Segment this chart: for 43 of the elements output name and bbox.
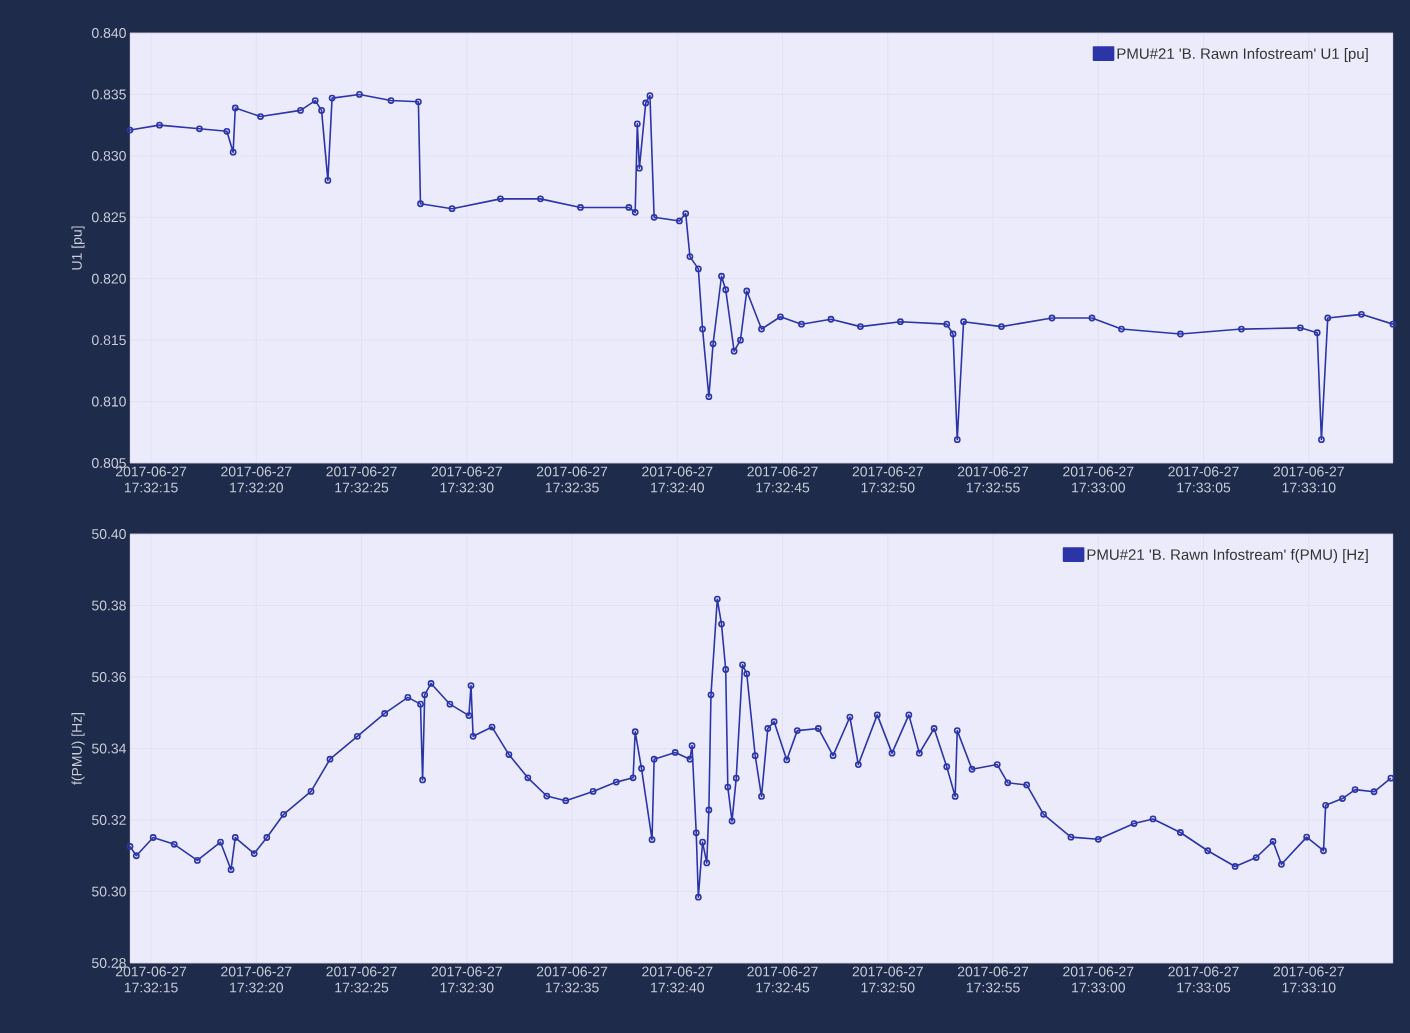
- y-tick-label: 0.835: [91, 89, 126, 100]
- x-tick-label: 2017-06-27 17:32:55: [957, 966, 1029, 993]
- y-tick-label: 0.825: [91, 212, 126, 223]
- legend-label: PMU#21 'B. Rawn Infostream' f(PMU) [Hz]: [1087, 548, 1368, 563]
- y-axis-title: U1 [pu]: [71, 226, 85, 270]
- x-tick-label: 2017-06-27 17:32:15: [115, 466, 187, 493]
- y-tick-label: 0.815: [91, 335, 126, 346]
- y-tick-label: 0.810: [91, 396, 126, 407]
- y-tick-label: 0.820: [91, 273, 126, 284]
- x-tick-label: 2017-06-27 17:33:10: [1273, 966, 1344, 993]
- y-tick-label: 50.30: [92, 886, 126, 897]
- x-tick-label: 2017-06-27 17:32:40: [642, 966, 713, 993]
- y-tick-label: 50.36: [92, 672, 126, 682]
- y-tick-label: 50.34: [92, 743, 127, 754]
- y-tick-label: 50.40: [92, 529, 126, 539]
- legend-label: PMU#21 'B. Rawn Infostream' U1 [pu]: [1117, 47, 1368, 62]
- y-tick-label: 0.830: [91, 150, 126, 161]
- x-tick-label: 2017-06-27 17:32:35: [536, 966, 608, 993]
- x-tick-label: 2017-06-27 17:33:10: [1273, 466, 1344, 493]
- x-tick-label: 2017-06-27 17:32:30: [431, 966, 502, 993]
- x-tick-label: 2017-06-27 17:32:45: [747, 466, 818, 493]
- y-axis-title: f(PMU) [Hz]: [71, 712, 85, 785]
- x-tick-label: 2017-06-27 17:32:35: [536, 466, 608, 493]
- x-tick-label: 2017-06-27 17:32:50: [852, 966, 923, 993]
- x-tick-label: 2017-06-27 17:32:40: [642, 466, 713, 493]
- x-tick-label: 2017-06-27 17:33:05: [1168, 966, 1239, 993]
- x-tick-label: 2017-06-27 17:33:05: [1168, 466, 1239, 493]
- x-tick-label: 2017-06-27 17:32:25: [326, 966, 397, 993]
- y-tick-label: 0.840: [91, 28, 126, 38]
- x-tick-label: 2017-06-27 17:32:55: [957, 466, 1029, 493]
- y-tick-label: 50.28: [92, 958, 126, 968]
- x-tick-label: 2017-06-27 17:32:50: [852, 466, 923, 493]
- x-tick-label: 2017-06-27 17:32:30: [431, 466, 502, 493]
- y-tick-label: 50.38: [92, 600, 126, 611]
- x-tick-label: 2017-06-27 17:33:00: [1063, 966, 1134, 993]
- x-tick-label: 2017-06-27 17:32:15: [115, 966, 187, 993]
- x-tick-label: 2017-06-27 17:32:45: [747, 966, 818, 993]
- y-tick-label: 50.32: [92, 815, 126, 825]
- x-tick-label: 2017-06-27 17:32:20: [221, 466, 292, 493]
- y-tick-label: 0.805: [91, 458, 126, 468]
- x-tick-label: 2017-06-27 17:32:20: [221, 966, 292, 993]
- x-tick-label: 2017-06-27 17:33:00: [1063, 466, 1134, 493]
- x-tick-label: 2017-06-27 17:32:25: [326, 466, 397, 493]
